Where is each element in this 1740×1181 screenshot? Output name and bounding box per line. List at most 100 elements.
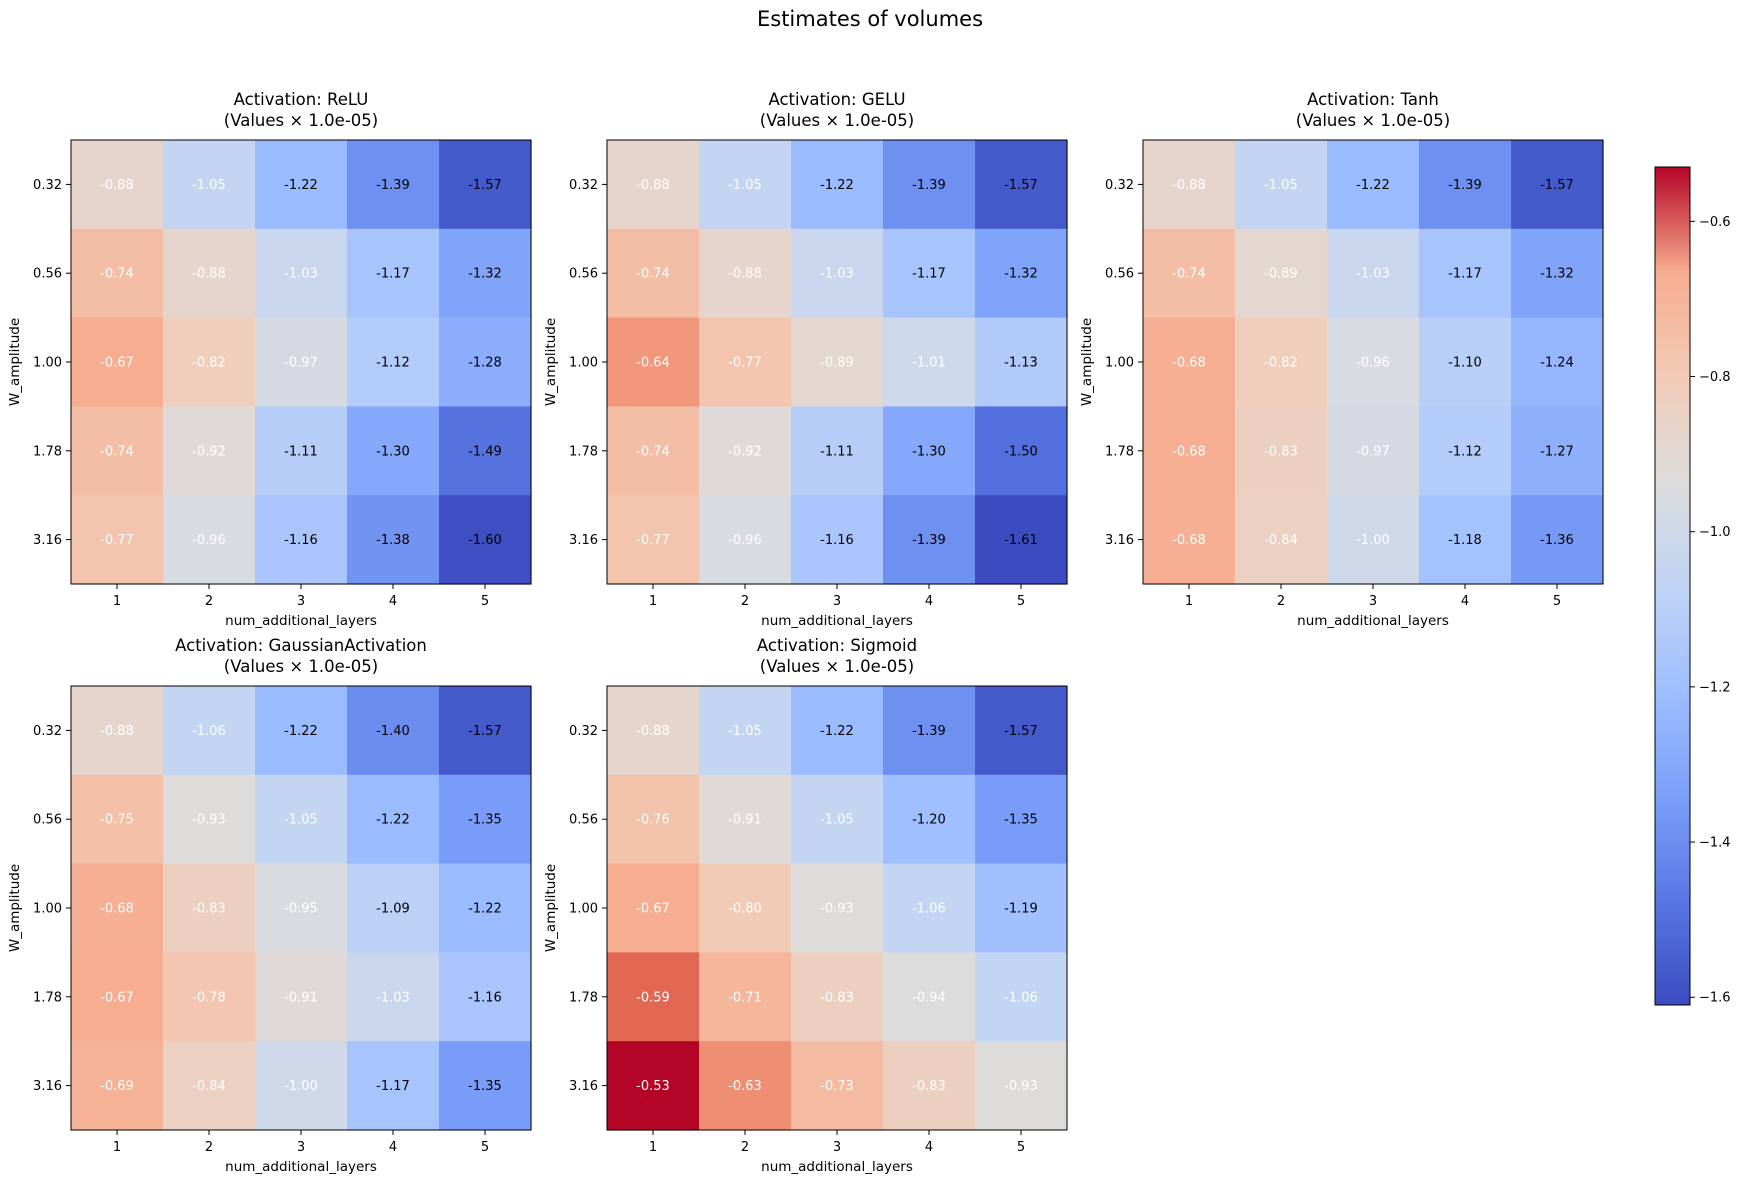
cell-value-label: -0.59 (636, 990, 670, 1005)
cell-value-label: -0.88 (1172, 178, 1206, 193)
cell-value-label: -1.05 (728, 724, 762, 739)
heatmap-cell (1143, 406, 1236, 496)
cell-value-label: -1.20 (912, 813, 946, 828)
heatmap-cell (1419, 495, 1512, 585)
cell-value-label: -0.83 (820, 990, 854, 1005)
cell-value-label: -0.88 (100, 724, 134, 739)
cell-value-label: -0.83 (912, 1079, 946, 1094)
cell-value-label: -0.82 (1264, 356, 1298, 371)
cell-value-label: -1.05 (820, 813, 854, 828)
heatmap-cell (163, 406, 256, 496)
cell-value-label: -0.63 (728, 1079, 762, 1094)
heatmap-cell (347, 952, 440, 1042)
x-tick-label: 2 (741, 1140, 749, 1155)
heatmap-cell (883, 952, 976, 1042)
heatmap-cell (1143, 228, 1236, 319)
cell-value-label: -0.67 (100, 356, 134, 371)
heatmap-cell (71, 686, 164, 776)
y-tick-label: 1.00 (33, 902, 62, 917)
x-axis-label: num_additional_layers (225, 1159, 377, 1175)
cell-value-label: -0.94 (912, 990, 946, 1005)
heatmap-cell (439, 1041, 532, 1131)
cell-value-label: -1.22 (284, 724, 318, 739)
cell-value-label: -0.74 (636, 444, 670, 459)
cell-value-label: -1.49 (468, 444, 502, 459)
x-axis-label: num_additional_layers (225, 613, 377, 629)
heatmap-cell (975, 140, 1068, 230)
heatmap-cell (163, 140, 256, 230)
y-axis-label: W_amplitude (7, 318, 23, 406)
x-tick-label: 5 (1017, 594, 1025, 609)
heatmap-cell (71, 1041, 164, 1131)
x-tick-label: 2 (205, 1140, 213, 1155)
cell-value-label: -1.06 (1004, 990, 1038, 1005)
heatmap-cell (71, 774, 164, 865)
heatmap-cell (1511, 406, 1604, 496)
panel-subtitle: (Values × 1.0e-05) (760, 657, 914, 676)
heatmap-cell (163, 228, 256, 319)
x-tick-label: 5 (481, 1140, 489, 1155)
cell-value-label: -0.77 (100, 533, 134, 548)
cell-value-label: -1.35 (1004, 813, 1038, 828)
cell-value-label: -0.88 (728, 267, 762, 282)
heatmap-cell (699, 952, 792, 1042)
cell-value-label: -0.83 (1264, 444, 1298, 459)
cell-value-label: -1.57 (468, 724, 502, 739)
heatmap-cell (71, 495, 164, 585)
heatmap-cell (1511, 317, 1604, 407)
heatmap-cell (347, 140, 440, 230)
heatmap-cell (163, 495, 256, 585)
cell-value-label: -1.30 (912, 444, 946, 459)
heatmap-cell (1143, 140, 1236, 230)
cell-value-label: -1.06 (192, 724, 226, 739)
heatmap-panel: Activation: Tanh (Values × 1.0e-05) -0.88 -… (1079, 90, 1604, 629)
cell-value-label: -0.88 (192, 267, 226, 282)
x-tick-label: 1 (649, 1140, 657, 1155)
colorbar-gradient (1655, 167, 1690, 1005)
cell-value-label: -1.22 (468, 902, 502, 917)
heatmap-cell (975, 686, 1068, 776)
heatmap-cell (975, 406, 1068, 496)
heatmap-cell (699, 1041, 792, 1131)
cell-value-label: -0.88 (636, 724, 670, 739)
cell-value-label: -0.53 (636, 1079, 670, 1094)
cell-value-label: -0.68 (1172, 356, 1206, 371)
y-axis-label: W_amplitude (543, 318, 559, 406)
heatmap-cell (883, 1041, 976, 1131)
colorbar-frame (1654, 166, 1691, 1006)
cell-value-label: -1.16 (284, 533, 318, 548)
x-tick-label: 5 (1553, 594, 1561, 609)
cell-value-label: -0.96 (728, 533, 762, 548)
cell-value-label: -0.84 (192, 1079, 226, 1094)
x-tick-label: 3 (833, 594, 841, 609)
heatmap-cell (255, 406, 348, 496)
panel-title: Activation: GELU (768, 90, 905, 109)
y-axis-label: W_amplitude (7, 864, 23, 952)
heatmap-cell (883, 140, 976, 230)
cell-value-label: -1.35 (468, 1079, 502, 1094)
heatmap-cell (607, 1041, 700, 1131)
cell-value-label: -0.88 (636, 178, 670, 193)
cell-value-label: -1.03 (376, 990, 410, 1005)
cell-value-label: -0.96 (1356, 356, 1390, 371)
x-tick-label: 3 (297, 1140, 305, 1155)
x-tick-label: 3 (1369, 594, 1377, 609)
heatmap-cell (883, 317, 976, 407)
cell-value-label: -0.89 (1264, 267, 1298, 282)
y-tick-label: 0.32 (33, 178, 62, 193)
cell-value-label: -0.97 (1356, 444, 1390, 459)
colorbar: −0.6 −0.8 −1.0 −1.2 −1.4 −1.6 (1654, 166, 1731, 1006)
x-axis-label: num_additional_layers (761, 613, 913, 629)
cell-value-label: -1.39 (912, 178, 946, 193)
colorbar-tick-label: −1.0 (1699, 525, 1731, 540)
heatmap-cell (1419, 140, 1512, 230)
heatmap-cell (607, 406, 700, 496)
heatmap-cell (975, 317, 1068, 407)
y-tick-label: 1.00 (1105, 356, 1134, 371)
heatmap-cell (439, 495, 532, 585)
cell-value-label: -0.68 (1172, 444, 1206, 459)
heatmap-cell (163, 952, 256, 1042)
heatmap-cell (607, 140, 700, 230)
y-tick-label: 0.32 (569, 724, 598, 739)
cell-value-label: -0.78 (192, 990, 226, 1005)
